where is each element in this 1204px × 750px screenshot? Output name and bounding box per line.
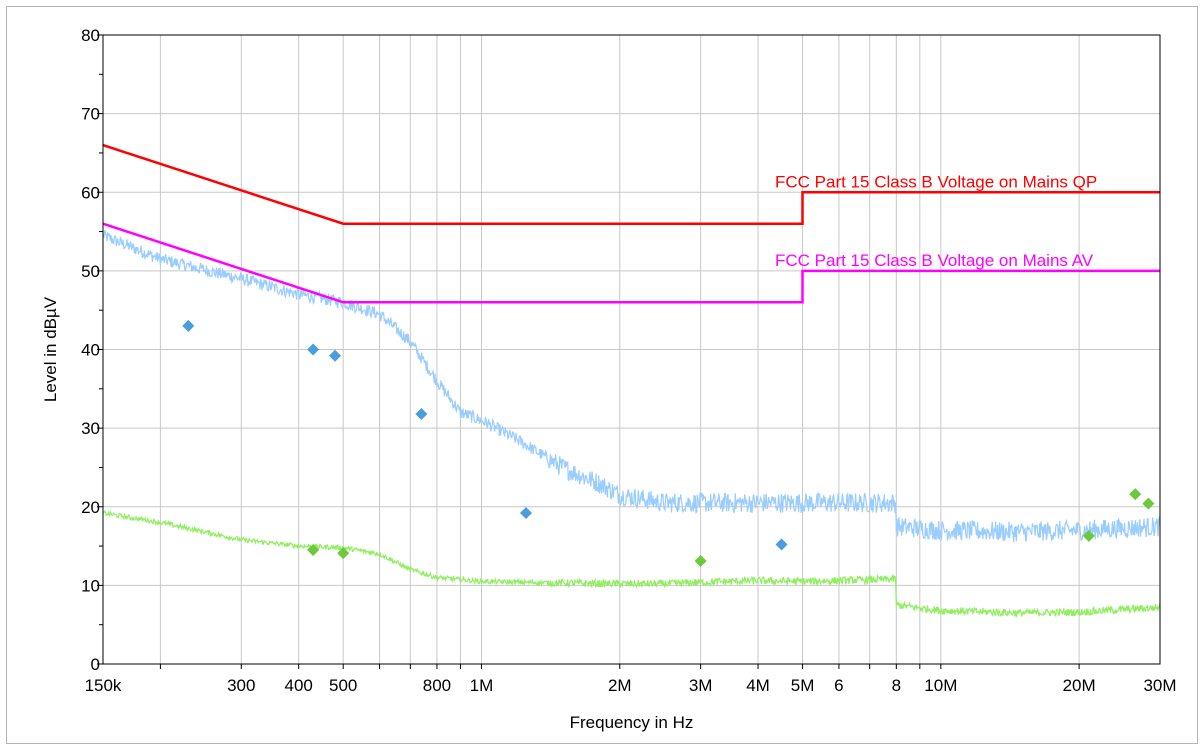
trace-2 — [102, 509, 1161, 618]
y-axis-title: Level in dBµV — [41, 296, 60, 402]
y-tick-label: 50 — [81, 262, 100, 281]
peak-marker — [519, 507, 532, 520]
x-tick-label: 20M — [1063, 676, 1096, 695]
limit-line-2 — [102, 222, 1160, 304]
y-tick-label: 80 — [81, 26, 100, 45]
x-tick-label: 150k — [85, 676, 122, 695]
peak-marker — [775, 538, 788, 551]
marker-layer — [182, 319, 1155, 568]
limit-line-1 — [102, 143, 1160, 225]
y-tick-label: 0 — [91, 655, 100, 674]
x-tick-label: 1M — [470, 676, 494, 695]
x-axis-title: Frequency in Hz — [570, 713, 694, 732]
trace-1 — [102, 230, 1161, 542]
limit-layer: FCC Part 15 Class B Voltage on Mains QP F… — [102, 143, 1160, 304]
peak-marker — [1082, 529, 1095, 542]
peak-marker — [182, 319, 195, 332]
x-tick-label: 2M — [608, 676, 632, 695]
peak-marker — [1129, 488, 1142, 501]
x-tick-label: 500 — [329, 676, 357, 695]
limit-label-1: FCC Part 15 Class B Voltage on Mains QP — [775, 172, 1097, 191]
chart-frame — [6, 6, 1198, 744]
y-tick-label: 60 — [81, 183, 100, 202]
y-tick-label: 70 — [81, 105, 100, 124]
x-tick-label: 400 — [284, 676, 312, 695]
x-tick-label: 30M — [1143, 676, 1176, 695]
x-tick-label: 800 — [423, 676, 451, 695]
peak-marker — [329, 349, 342, 362]
peak-marker — [337, 547, 350, 560]
x-tick-label: 3M — [689, 676, 713, 695]
peak-marker — [307, 543, 320, 556]
peak-marker — [1142, 497, 1155, 510]
series-layer — [102, 230, 1161, 618]
y-tick-label: 20 — [81, 498, 100, 517]
y-tick-label: 40 — [81, 341, 100, 360]
x-tick-label: 6 — [834, 676, 843, 695]
peak-marker — [694, 555, 707, 568]
x-tick-label: 8 — [892, 676, 901, 695]
x-tick-label: 5M — [791, 676, 815, 695]
y-tick-label: 10 — [81, 576, 100, 595]
peak-marker — [415, 407, 428, 420]
limit-label-2: FCC Part 15 Class B Voltage on Mains AV — [775, 251, 1094, 270]
ticks: 0 10 20 30 40 50 60 70 80 150k 300 400 500 800 1M 2M 3M 4… — [81, 26, 1176, 695]
peak-marker — [307, 343, 320, 356]
x-tick-label: 10M — [924, 676, 957, 695]
x-tick-label: 4M — [746, 676, 770, 695]
x-tick-label: 300 — [227, 676, 255, 695]
grid — [103, 35, 1160, 664]
y-tick-label: 30 — [81, 419, 100, 438]
